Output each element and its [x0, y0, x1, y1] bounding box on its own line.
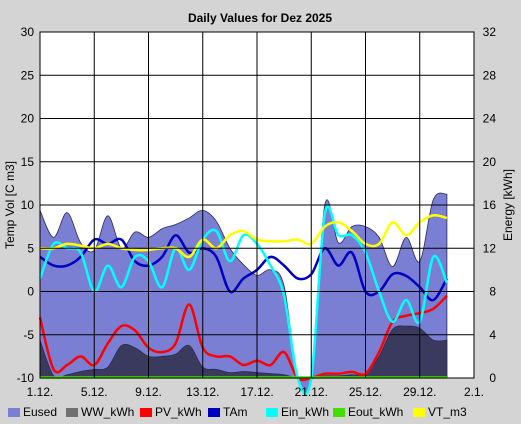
x-tick-label: 25.12.	[349, 385, 382, 399]
chart-title: Daily Values for Dez 2025	[188, 11, 332, 25]
legend-label: Eused	[23, 405, 58, 419]
x-tick-label: 1.12.	[27, 385, 54, 399]
legend-item-ww-kwh: WW_kWh	[66, 405, 134, 419]
legend-swatch	[140, 408, 152, 417]
legend-label: Ein_kWh	[281, 405, 330, 419]
y-tick-left-label: 25	[21, 68, 35, 82]
x-tick-label: 29.12.	[403, 385, 436, 399]
series-area-eused	[39, 192, 448, 396]
y-tick-right-label: 20	[483, 155, 497, 169]
y-tick-left-label: -10	[17, 371, 35, 385]
legend-item-eout-kwh: Eout_kWh	[333, 405, 403, 419]
legend-item-vt-m3: VT_m3	[413, 405, 467, 419]
x-tick-label: 21.12.	[295, 385, 328, 399]
legend-item-eused: Eused	[8, 405, 57, 419]
legend-item-pv-kwh: PV_kWh	[140, 405, 202, 419]
y-tick-right-label: 24	[483, 112, 497, 126]
y-tick-right-label: 16	[483, 198, 497, 212]
y-tick-right-label: 0	[489, 371, 496, 385]
x-tick-label: 9.12.	[135, 385, 162, 399]
legend-item-ein-kwh: Ein_kWh	[266, 405, 329, 419]
y-tick-left-label: 0	[27, 285, 34, 299]
legend-label: TAm	[223, 405, 248, 419]
y-tick-left-label: -5	[23, 328, 34, 342]
x-tick-label: 2.1.	[464, 385, 484, 399]
y-tick-left-label: 15	[21, 155, 35, 169]
y-tick-right-label: 8	[489, 285, 496, 299]
y-tick-right-label: 28	[483, 68, 497, 82]
y-tick-right-label: 4	[489, 328, 496, 342]
series-line-vt-m3	[39, 214, 448, 259]
y-tick-left-label: 5	[27, 241, 34, 255]
legend-label: VT_m3	[428, 405, 467, 419]
y-tick-left-label: 30	[21, 25, 35, 39]
y-tick-left-label: 20	[21, 112, 35, 126]
plot-frame	[39, 31, 475, 379]
y-axis-left-label: Temp Vol [C m3]	[3, 161, 17, 249]
x-tick-label: 13.12.	[186, 385, 219, 399]
legend-swatch	[266, 408, 278, 417]
y-tick-right-label: 12	[483, 241, 497, 255]
y-tick-left-label: 10	[21, 198, 35, 212]
legend-swatch	[333, 408, 345, 417]
legend-item-tam: TAm	[208, 405, 247, 419]
x-tick-label: 17.12.	[240, 385, 273, 399]
series-line-pv-kwh	[38, 294, 448, 382]
legend: Eused WW_kWh PV_kWh TAm Ein_kWh Eout_kWh VT_m3	[0, 402, 521, 422]
legend-swatch	[208, 408, 220, 417]
legend-swatch	[8, 408, 20, 417]
legend-label: PV_kWh	[155, 405, 202, 419]
tick-layer: -10 -5 0 5 10 15 20 25 30 0 4 8 12 16 20 24 28 32 1.12. 5.1…	[17, 25, 497, 399]
y-axis-right-label: Energy [kWh]	[501, 169, 515, 241]
legend-swatch	[413, 408, 425, 417]
y-tick-right-label: 32	[483, 25, 497, 39]
legend-label: WW_kWh	[81, 405, 135, 419]
grid-layer	[40, 32, 474, 378]
legend-swatch	[66, 408, 78, 417]
chart: Daily Values for Dez 2025 -10 -5 0 5 10 15 20 2…	[3, 11, 515, 399]
x-tick-label: 5.12.	[81, 385, 108, 399]
legend-label: Eout_kWh	[348, 405, 404, 419]
series-area-ww-kwh	[39, 325, 448, 379]
